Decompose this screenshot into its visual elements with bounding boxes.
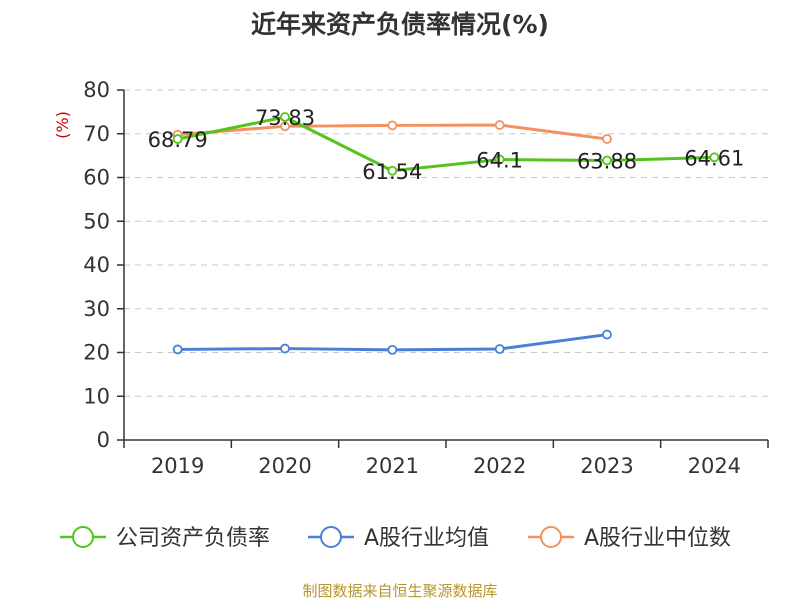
legend-label: A股行业均值 [364, 526, 489, 551]
y-tick-label: 80 [83, 78, 110, 102]
data-labels: 68.79 73.83 61.54 64.1 63.88 64.61 [148, 106, 745, 184]
legend-marker [320, 526, 342, 548]
data-point-2[interactable] [494, 120, 505, 130]
x-tick-label: 2019 [151, 454, 204, 478]
data-point-0[interactable] [709, 152, 720, 163]
data-point-2[interactable] [387, 120, 398, 131]
data-point-1[interactable] [602, 329, 612, 340]
data-point-1[interactable] [280, 343, 290, 354]
data-point-0[interactable] [387, 165, 398, 176]
y-tick-label: 40 [83, 253, 110, 277]
data-point-0[interactable] [602, 155, 612, 166]
legend-marker [72, 526, 94, 548]
chart-title: 近年来资产负债率情况(%) [251, 10, 549, 39]
data-point-1[interactable] [172, 344, 183, 355]
legend-item-0[interactable]: 公司资产负债率 [60, 526, 270, 551]
data-label: 64.61 [684, 146, 744, 170]
data-point-1[interactable] [494, 344, 505, 354]
data-point-0[interactable] [494, 154, 505, 165]
x-tick-label: 2021 [366, 454, 419, 478]
y-tick-label: 70 [83, 122, 110, 146]
x-tick-label: 2024 [688, 454, 741, 478]
legend[interactable]: 公司资产负债率 A股行业均值 A股行业中位数 [60, 526, 731, 551]
data-label: 61.54 [362, 160, 422, 184]
data-label: 64.1 [476, 149, 523, 173]
y-tick-label: 30 [83, 297, 110, 321]
legend-item-2[interactable]: A股行业中位数 [528, 526, 731, 551]
legend-label: A股行业中位数 [584, 526, 731, 551]
x-tick-label: 2023 [580, 454, 633, 478]
series-lines [172, 112, 720, 355]
y-tick-label: 60 [83, 166, 110, 190]
y-axis-label: (%) [53, 111, 72, 139]
axes: 0 10 20 30 40 50 60 70 80 2019 2020 2021 2022 2023 202… [83, 78, 769, 478]
data-point-0[interactable] [280, 112, 290, 122]
data-label: 73.83 [255, 106, 315, 130]
data-source-note: 制图数据来自恒生聚源数据库 [302, 582, 497, 600]
legend-item-1[interactable]: A股行业均值 [308, 526, 489, 551]
data-label: 68.79 [148, 128, 208, 152]
series-line-0 [177, 115, 715, 173]
x-tick-label: 2020 [258, 454, 311, 478]
y-tick-label: 50 [83, 209, 110, 233]
data-point-0[interactable] [172, 134, 183, 144]
data-point-2[interactable] [602, 134, 612, 144]
y-tick-label: 20 [83, 341, 110, 365]
legend-marker [540, 526, 562, 548]
data-point-2[interactable] [280, 121, 290, 132]
data-point-1[interactable] [387, 344, 398, 355]
x-tick-label: 2022 [473, 454, 526, 478]
legend-label: 公司资产负债率 [116, 526, 270, 551]
data-label: 63.88 [577, 150, 637, 174]
y-tick-label: 0 [97, 428, 110, 452]
y-tick-label: 10 [83, 384, 110, 408]
grid-lines [124, 89, 768, 397]
